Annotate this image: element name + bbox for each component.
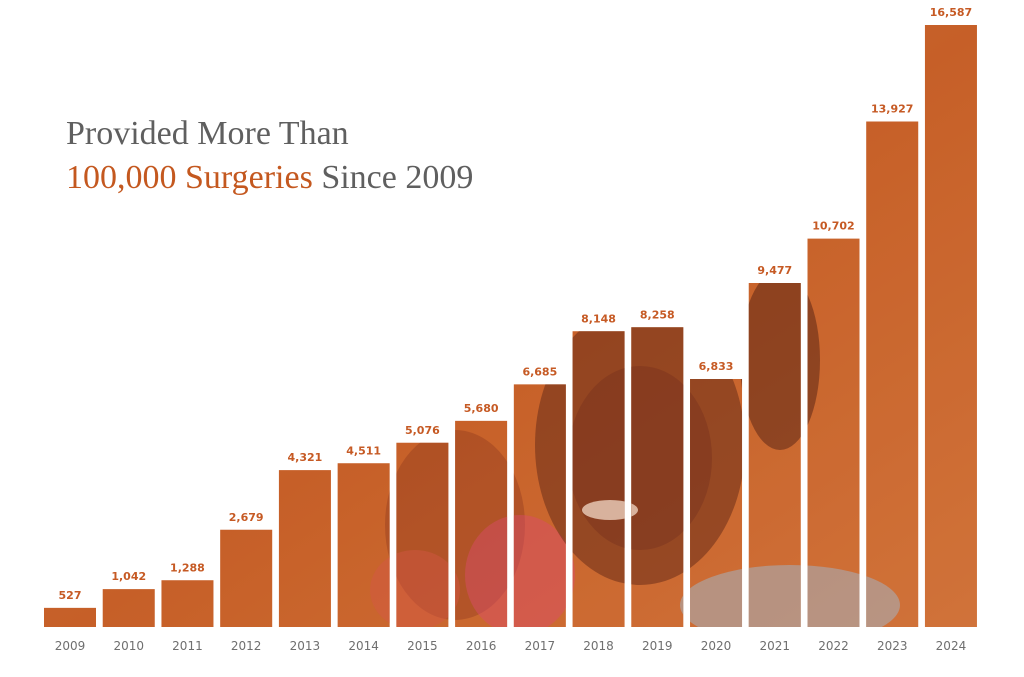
value-label-2020: 6,833	[699, 360, 734, 373]
x-tick-2024: 2024	[936, 639, 967, 653]
value-label-2011: 1,288	[170, 561, 205, 574]
title-highlight: 100,000 Surgeries	[66, 159, 313, 196]
value-label-2017: 6,685	[522, 365, 557, 378]
bar-2013	[278, 470, 331, 627]
bar-2010	[102, 589, 155, 627]
value-label-2022: 10,702	[812, 220, 854, 233]
value-label-2018: 8,148	[581, 312, 616, 325]
bar-2024	[924, 25, 977, 627]
value-label-2021: 9,477	[757, 264, 792, 277]
value-label-2014: 4,511	[346, 444, 381, 457]
x-tick-2021: 2021	[759, 639, 790, 653]
x-tick-2023: 2023	[877, 639, 908, 653]
x-tick-2015: 2015	[407, 639, 438, 653]
bar-2009	[44, 607, 96, 627]
bar-2023	[866, 121, 919, 628]
x-tick-2019: 2019	[642, 639, 673, 653]
value-label-2013: 4,321	[288, 451, 323, 464]
x-tick-2011: 2011	[172, 639, 203, 653]
x-tick-2016: 2016	[466, 639, 497, 653]
x-tick-2020: 2020	[701, 639, 732, 653]
bar-2020	[690, 379, 743, 627]
bar-2019	[631, 327, 684, 627]
x-tick-2014: 2014	[348, 639, 379, 653]
x-tick-2022: 2022	[818, 639, 849, 653]
x-tick-2012: 2012	[231, 639, 262, 653]
value-labels-group: 527 1,042 1,288 2,679 4,321 4,511 5,076 5,680 6,…	[59, 6, 973, 602]
title-line1: Provided More Than	[66, 115, 349, 152]
bar-2014	[337, 463, 390, 627]
bar-2012	[220, 529, 273, 627]
bar-2021	[748, 283, 801, 627]
bar-2016	[455, 420, 508, 627]
bar-2015	[396, 442, 449, 627]
x-axis-ticks: 2009 2010 2011 2012 2013 2014 2015 2016 2017 2018…	[55, 639, 966, 653]
value-label-2024: 16,587	[930, 6, 972, 19]
bar-2022	[807, 238, 860, 627]
bar-2017	[513, 384, 566, 627]
value-label-2010: 1,042	[111, 570, 146, 583]
x-tick-2017: 2017	[525, 639, 556, 653]
chart-title: Provided More Than 100,000 Surgeries Sin…	[66, 112, 473, 200]
bars-group	[44, 25, 977, 628]
x-tick-2010: 2010	[113, 639, 144, 653]
x-tick-2018: 2018	[583, 639, 614, 653]
bar-2018	[572, 331, 625, 627]
title-line2-rest: Since 2009	[312, 159, 474, 196]
value-label-2015: 5,076	[405, 424, 440, 437]
value-label-2012: 2,679	[229, 511, 264, 524]
bar-2011	[161, 580, 214, 627]
x-tick-2009: 2009	[55, 639, 86, 653]
value-label-2023: 13,927	[871, 103, 913, 116]
x-tick-2013: 2013	[290, 639, 321, 653]
value-label-2019: 8,258	[640, 308, 675, 321]
value-label-2009: 527	[59, 589, 82, 602]
value-label-2016: 5,680	[464, 402, 499, 415]
